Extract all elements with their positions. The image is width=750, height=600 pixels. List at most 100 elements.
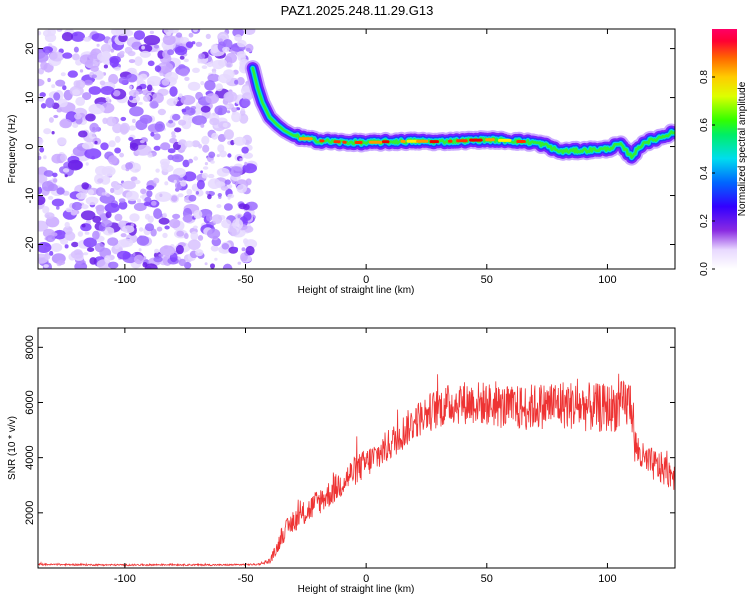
noise-speck xyxy=(139,50,151,58)
noise-speck xyxy=(188,194,197,202)
noise-speck xyxy=(88,86,102,95)
noise-speck xyxy=(223,69,235,80)
noise-speck xyxy=(204,162,208,166)
noise-speck xyxy=(191,115,207,126)
noise-speck xyxy=(45,97,55,109)
noise-speck xyxy=(110,48,115,53)
x-tick-label: -100 xyxy=(114,573,136,585)
noise-speck xyxy=(188,158,194,164)
noise-speck xyxy=(229,227,237,237)
colorbar-tick-label: 0.2 xyxy=(699,214,710,228)
noise-speck xyxy=(164,225,170,230)
noise-speck xyxy=(129,213,140,222)
ridge-hotspot xyxy=(319,139,325,143)
noise-speck xyxy=(73,46,79,53)
spectrogram-x-label: Height of straight line (km) xyxy=(298,285,415,296)
noise-speck xyxy=(104,255,111,264)
noise-speck xyxy=(232,247,239,251)
noise-speck xyxy=(99,80,106,86)
noise-speck xyxy=(118,76,128,84)
noise-speck xyxy=(38,137,44,145)
noise-speck xyxy=(185,41,194,48)
noise-speck xyxy=(159,72,164,76)
noise-speck xyxy=(243,204,250,211)
noise-speck xyxy=(169,218,181,229)
noise-speck xyxy=(72,53,80,61)
noise-speck xyxy=(92,215,102,223)
ridge-hotspot xyxy=(516,140,526,143)
noise-speck xyxy=(129,106,144,117)
noise-speck xyxy=(161,164,174,173)
noise-speck xyxy=(214,105,228,116)
noise-speck xyxy=(105,193,111,197)
noise-speck xyxy=(242,163,257,174)
noise-speck xyxy=(197,235,204,241)
noise-speck xyxy=(89,122,99,133)
x-tick-label: 100 xyxy=(598,274,616,286)
noise-speck xyxy=(105,211,112,219)
noise-speck xyxy=(153,208,163,220)
noise-speck xyxy=(138,227,144,232)
noise-speck xyxy=(143,35,161,46)
noise-speck xyxy=(94,70,105,80)
noise-speck xyxy=(64,244,69,249)
noise-speck xyxy=(61,31,74,42)
noise-speck xyxy=(122,225,135,234)
noise-speck xyxy=(100,86,115,95)
colorbar-tick-label: 0.4 xyxy=(699,166,710,180)
noise-speck xyxy=(38,174,48,184)
noise-speck xyxy=(38,155,42,161)
ridge-hotspot xyxy=(498,138,512,142)
noise-speck xyxy=(133,202,147,212)
noise-speck xyxy=(200,105,211,113)
y-tick-label: 6000 xyxy=(24,390,36,414)
noise-speck xyxy=(132,118,136,124)
noise-speck xyxy=(85,162,89,166)
noise-speck xyxy=(241,146,249,154)
noise-speck xyxy=(241,98,251,108)
noise-speck xyxy=(94,140,98,145)
noise-speck xyxy=(43,170,54,177)
noise-speck xyxy=(62,168,70,173)
noise-speck xyxy=(143,201,151,206)
noise-speck xyxy=(49,250,54,256)
noise-speck xyxy=(96,43,100,47)
noise-speck xyxy=(67,159,83,171)
x-tick-label: -50 xyxy=(238,573,254,585)
noise-speck xyxy=(39,147,45,153)
ridge-hotspot xyxy=(368,140,383,144)
noise-speck xyxy=(201,65,208,69)
noise-speck xyxy=(60,72,66,77)
noise-speck xyxy=(211,132,219,140)
noise-speck xyxy=(167,148,176,154)
noise-speck xyxy=(226,110,231,114)
noise-speck xyxy=(100,175,111,185)
noise-speck xyxy=(56,187,65,195)
noise-speck xyxy=(147,60,155,67)
noise-speck xyxy=(77,231,84,237)
noise-speck xyxy=(128,137,134,141)
noise-speck xyxy=(128,85,133,90)
x-tick-label: -100 xyxy=(114,274,136,286)
noise-speck xyxy=(227,196,231,200)
noise-speck xyxy=(169,86,178,97)
noise-speck xyxy=(72,123,79,128)
noise-speck xyxy=(85,196,99,206)
noise-speck xyxy=(195,41,203,47)
noise-speck xyxy=(208,151,216,159)
noise-speck xyxy=(171,134,177,139)
noise-speck xyxy=(153,145,161,151)
noise-speck xyxy=(237,39,247,48)
noise-speck xyxy=(202,166,209,170)
noise-speck xyxy=(91,74,98,79)
noise-speck xyxy=(38,31,42,36)
spectrogram-frame xyxy=(37,28,676,270)
noise-speck xyxy=(71,201,83,211)
noise-speck xyxy=(207,73,220,83)
noise-speck xyxy=(149,30,155,35)
noise-speck xyxy=(128,59,136,64)
noise-speck xyxy=(192,29,198,33)
noise-speck xyxy=(205,33,211,40)
noise-speck xyxy=(97,178,104,184)
